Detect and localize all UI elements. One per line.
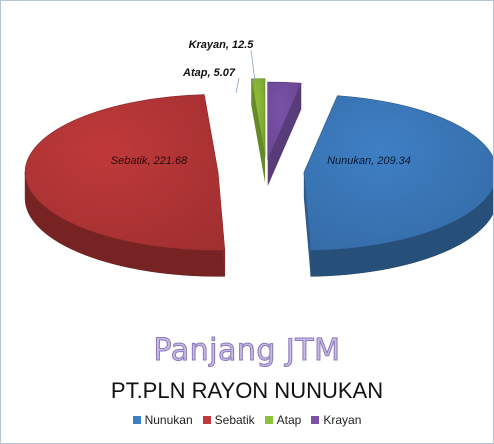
legend-item-krayan: Krayan (311, 413, 361, 427)
pie-slice-sebatik (24, 94, 226, 251)
data-label-atap: Atap, 5.07 (182, 67, 236, 79)
data-label-nunukan: Nunukan, 209.34 (327, 155, 411, 167)
pie-slice-nunukan (303, 95, 493, 251)
chart-title: Panjang JTM (153, 333, 341, 369)
legend-swatch-nunukan (132, 416, 141, 424)
leader-line-atap (235, 77, 240, 94)
legend-item-atap: Atap (264, 413, 302, 427)
legend-item-nunukan: Nunukan (132, 413, 193, 427)
legend-label-atap: Atap (276, 413, 302, 427)
chart-legend: Nunukan Sebatik Atap Krayan (1, 413, 493, 427)
chart-subtitle: PT.PLN RAYON NUNUKAN (110, 378, 384, 403)
legend-label-krayan: Krayan (323, 413, 362, 427)
legend-label-sebatik: Sebatik (214, 413, 255, 427)
leader-line-krayan (250, 49, 257, 90)
legend-swatch-sebatik (202, 416, 211, 424)
legend-swatch-atap (264, 416, 273, 424)
legend-item-sebatik: Sebatik (202, 413, 255, 427)
pie-slice-krayan (267, 81, 302, 161)
pie-chart: Nunukan, 209.34 Sebatik, 221.68 Atap, 5.07… (24, 39, 493, 277)
data-label-sebatik: Sebatik, 221.68 (111, 155, 188, 167)
legend-swatch-krayan (311, 416, 320, 424)
pie-slice-atap (250, 78, 266, 157)
legend-label-nunukan: Nunukan (144, 413, 193, 427)
data-label-krayan: Krayan, 12.5 (189, 39, 255, 51)
